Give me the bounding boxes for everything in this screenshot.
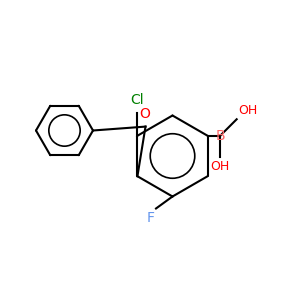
Text: OH: OH — [211, 160, 230, 173]
Text: F: F — [147, 211, 154, 225]
Text: Cl: Cl — [130, 93, 144, 106]
Text: O: O — [139, 107, 150, 121]
Text: B: B — [215, 129, 225, 143]
Text: OH: OH — [238, 104, 257, 117]
